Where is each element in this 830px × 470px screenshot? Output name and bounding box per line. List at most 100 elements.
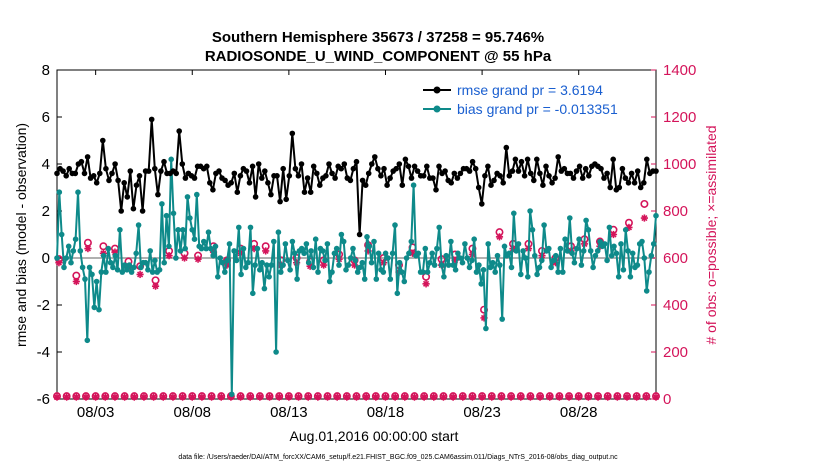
bias-point <box>252 262 258 268</box>
rmse-point <box>243 168 250 174</box>
rmse-point <box>378 173 384 179</box>
rmse-point <box>653 168 659 174</box>
rmse-point <box>292 165 299 172</box>
bias-point <box>494 252 501 259</box>
rmse-point <box>176 128 182 134</box>
rmse-point <box>310 163 317 170</box>
bias-point <box>401 278 408 285</box>
bias-point <box>438 262 445 268</box>
rmse-point <box>641 180 647 186</box>
bias-point <box>539 257 545 264</box>
bias-point <box>305 259 312 266</box>
bias-point <box>310 264 317 271</box>
rmse-point <box>112 161 118 167</box>
bias-point <box>287 267 293 273</box>
rmse-point <box>323 173 329 179</box>
rmse-point <box>115 177 121 184</box>
y-axis-left: -6 -4 -2 0 2 4 6 8 <box>37 62 62 408</box>
rmse-point <box>347 177 354 184</box>
obs-baseline-assimilated-marker <box>304 393 312 401</box>
bias-point <box>560 269 566 275</box>
y-tick-label-left: 2 <box>42 203 50 220</box>
bias-point <box>142 259 149 266</box>
rmse-point <box>454 175 461 181</box>
bias-point <box>264 262 270 268</box>
bias-point <box>354 269 361 275</box>
bias-point <box>576 236 582 242</box>
bias-point <box>86 264 93 271</box>
obs-assimilated-marker <box>609 230 618 239</box>
bias-point <box>226 241 233 247</box>
bias-point <box>112 252 119 259</box>
obs-baseline-assimilated-marker <box>92 393 100 401</box>
bias-point <box>480 267 487 273</box>
obs-baseline-assimilated-marker <box>256 393 264 401</box>
bias-point <box>529 227 536 233</box>
bias-point <box>324 241 331 247</box>
rmse-point <box>555 154 561 160</box>
legend-rmse-label: rmse grand pr = 3.6194 <box>457 82 603 98</box>
obs-baseline-assimilated-marker <box>652 393 660 401</box>
rmse-point <box>84 154 91 160</box>
bias-point <box>208 245 214 252</box>
bias-point <box>133 250 139 257</box>
bias-point <box>308 248 314 254</box>
legend: rmse grand pr = 3.6194 bias grand pr = -… <box>412 78 650 120</box>
bias-point <box>546 245 552 252</box>
rmse-point <box>521 173 528 179</box>
bias-point <box>170 210 177 217</box>
bias-point <box>429 250 436 257</box>
y-tick-label-right: 600 <box>663 250 688 267</box>
obs-baseline-assimilated-marker <box>314 393 322 401</box>
rmse-point <box>628 170 635 177</box>
obs-baseline-assimilated-marker <box>111 393 119 401</box>
rmse-point <box>375 165 381 172</box>
bias-point <box>217 255 223 261</box>
rmse-point <box>289 130 296 137</box>
obs-baseline-assimilated-marker <box>178 393 187 401</box>
rmse-point <box>393 165 400 172</box>
bias-point <box>452 267 459 273</box>
bias-point <box>569 250 575 257</box>
bias-point <box>271 238 277 245</box>
rmse-point <box>124 194 131 200</box>
rmse-point <box>482 173 488 179</box>
rmse-point <box>549 180 555 186</box>
y-tick-label-left: -4 <box>37 344 50 361</box>
rmse-point <box>93 180 100 186</box>
obs-baseline-assimilated-marker <box>488 393 496 401</box>
bias-point <box>359 259 366 266</box>
bias-point <box>282 241 289 247</box>
obs-baseline-assimilated-marker <box>265 393 274 401</box>
bias-point <box>441 274 447 280</box>
x-tick-label: 08/18 <box>367 404 405 421</box>
bias-point <box>156 267 163 273</box>
obs-baseline-assimilated-marker <box>449 393 457 401</box>
rmse-point <box>182 175 189 181</box>
bias-point <box>301 250 307 257</box>
bias-point <box>91 304 98 311</box>
rmse-point <box>448 180 455 186</box>
bias-series <box>54 156 659 398</box>
obs-assimilated-marker <box>495 233 504 241</box>
rmse-point <box>304 175 311 181</box>
rmse-point <box>359 177 366 184</box>
bias-point <box>422 245 429 252</box>
bias-point <box>126 262 133 268</box>
bias-point <box>646 269 652 275</box>
bias-point <box>268 262 275 268</box>
rmse-point <box>78 158 85 165</box>
bias-point <box>415 250 422 257</box>
obs-baseline-assimilated-marker <box>188 393 196 401</box>
bias-point <box>138 264 144 271</box>
bias-point <box>462 241 468 247</box>
bias-point <box>75 189 81 195</box>
bias-point <box>284 257 291 264</box>
bias-point <box>585 227 592 233</box>
obs-assimilated-marker <box>165 252 173 260</box>
bias-point <box>201 238 207 245</box>
rmse-point <box>103 165 109 172</box>
bias-point <box>114 267 121 273</box>
bias-point <box>243 264 249 271</box>
obs-baseline-assimilated-marker <box>82 393 90 401</box>
